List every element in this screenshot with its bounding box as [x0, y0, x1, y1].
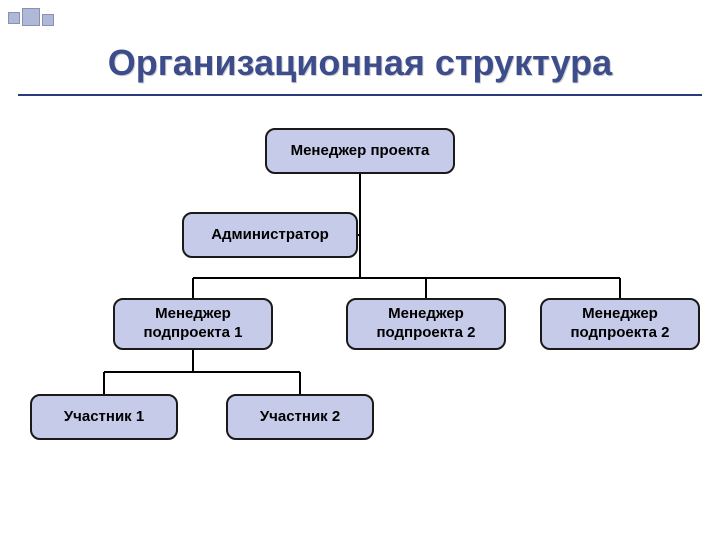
edge-segment: [359, 174, 361, 278]
node-p2: Участник 2: [226, 394, 374, 440]
edge-segment: [104, 371, 300, 373]
edge-segment: [425, 278, 427, 298]
edge-segment: [192, 278, 194, 298]
edge-segment: [192, 350, 194, 372]
corner-decoration: [8, 8, 54, 26]
node-p1: Участник 1: [30, 394, 178, 440]
node-sp3: Менеджерподпроекта 2: [540, 298, 700, 350]
edge-segment: [299, 372, 301, 394]
node-admin: Администратор: [182, 212, 358, 258]
page-title: Организационная структура: [0, 42, 720, 84]
org-chart: Менеджер проекта Администратор Менеджерпод…: [0, 98, 720, 540]
node-sp1: Менеджерподпроекта 1: [113, 298, 273, 350]
node-root: Менеджер проекта: [265, 128, 455, 174]
edge-segment: [103, 372, 105, 394]
node-sp2: Менеджерподпроекта 2: [346, 298, 506, 350]
title-underline: [18, 94, 702, 96]
edge-segment: [193, 277, 620, 279]
edge-segment: [619, 278, 621, 298]
